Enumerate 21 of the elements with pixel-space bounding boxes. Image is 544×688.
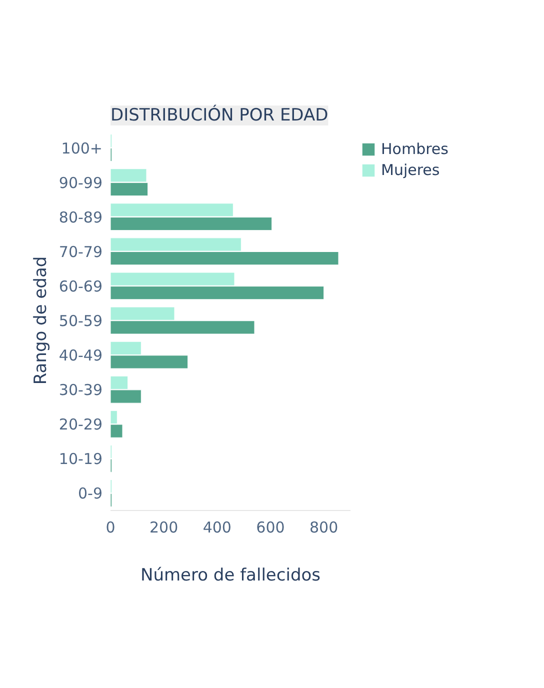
chart-title: DISTRIBUCIÓN POR EDAD: [110, 104, 328, 126]
y-tick-label: 10-19: [58, 450, 103, 468]
y-tick-label: 20-29: [58, 416, 103, 434]
x-tick-label: 200: [150, 518, 178, 536]
x-axis-title: Número de fallecidos: [140, 566, 321, 586]
y-tick-label: 30-39: [58, 381, 103, 400]
x-tick-label: 0: [106, 518, 116, 536]
x-tick-label: 400: [202, 518, 232, 536]
y-axis-title: Rango de edad: [30, 256, 51, 385]
y-tick-label: 80-89: [58, 208, 103, 226]
y-tick-label: 40-49: [58, 346, 103, 365]
legend-label: Mujeres: [381, 161, 440, 179]
legend-label: Hombres: [381, 140, 448, 158]
y-tick-label: 100+: [61, 139, 103, 158]
y-tick-label: 0-9: [78, 484, 102, 503]
y-tick-label: 90-99: [58, 174, 103, 192]
y-tick-label: 60-69: [58, 277, 103, 296]
y-tick-label: 70-79: [58, 242, 103, 261]
x-tick-label: 800: [310, 518, 338, 536]
y-tick-label: 50-59: [58, 312, 103, 330]
x-tick-label: 600: [256, 518, 285, 536]
